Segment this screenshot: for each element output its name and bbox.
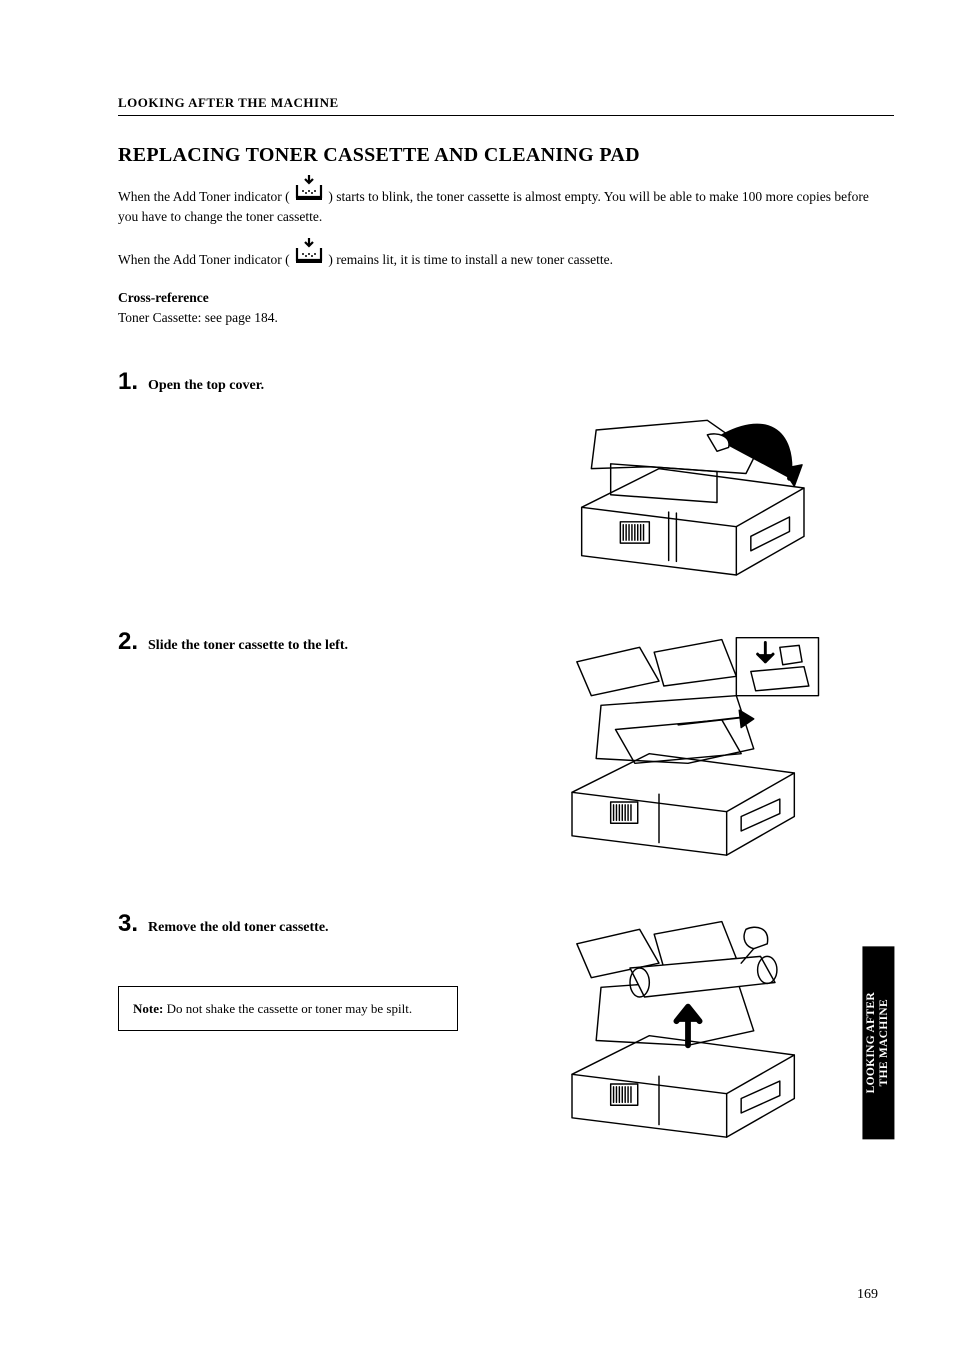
step-number: 3. [118,910,138,938]
step-label: Remove the old toner cassette. [148,920,329,935]
intro2-prefix: When the Add Toner indicator ( [118,252,290,267]
illustration-open-cover [482,368,894,588]
note-text: Do not shake the cassette or toner may b… [167,1001,413,1016]
note-box: Note: Do not shake the cassette or toner… [118,986,458,1032]
tab-line1: LOOKING AFTER [865,992,877,1093]
page-title: REPLACING TONER CASSETTE AND CLEANING PA… [118,144,894,167]
illustration-slide-cassette [482,628,894,870]
step-label: Slide the toner cassette to the left. [148,638,348,653]
cross-ref-label: Cross-reference [118,290,209,305]
intro-text-2: When the Add Toner indicator ( ) remains… [118,236,888,270]
step-label: Open the top cover. [148,378,264,393]
add-toner-icon [293,173,325,201]
step-1: 1. Open the top cover. [118,368,894,588]
intro-text-1: When the Add Toner indicator ( ) starts … [118,173,888,228]
step-number: 1. [118,368,138,396]
tab-line2: THE MACHINE [878,999,890,1086]
add-toner-icon [293,236,325,264]
running-head: LOOKING AFTER THE MACHINE [118,95,894,116]
intro2-rest: ) remains lit, it is time to install a n… [328,252,613,267]
section-tab: LOOKING AFTER THE MACHINE [862,946,894,1139]
illustration-remove-cassette [482,910,894,1152]
step-3: 3. Remove the old toner cassette. Note: … [118,910,894,1152]
intro1-prefix: When the Add Toner indicator ( [118,189,290,204]
step-number: 2. [118,628,138,656]
step-2: 2. Slide the toner cassette to the left. [118,628,894,870]
note-label: Note: [133,1001,163,1016]
cross-ref-block: Cross-reference Toner Cassette: see page… [118,288,888,329]
page-number: 169 [857,1287,878,1303]
cross-ref-text: Toner Cassette: see page 184. [118,310,278,325]
